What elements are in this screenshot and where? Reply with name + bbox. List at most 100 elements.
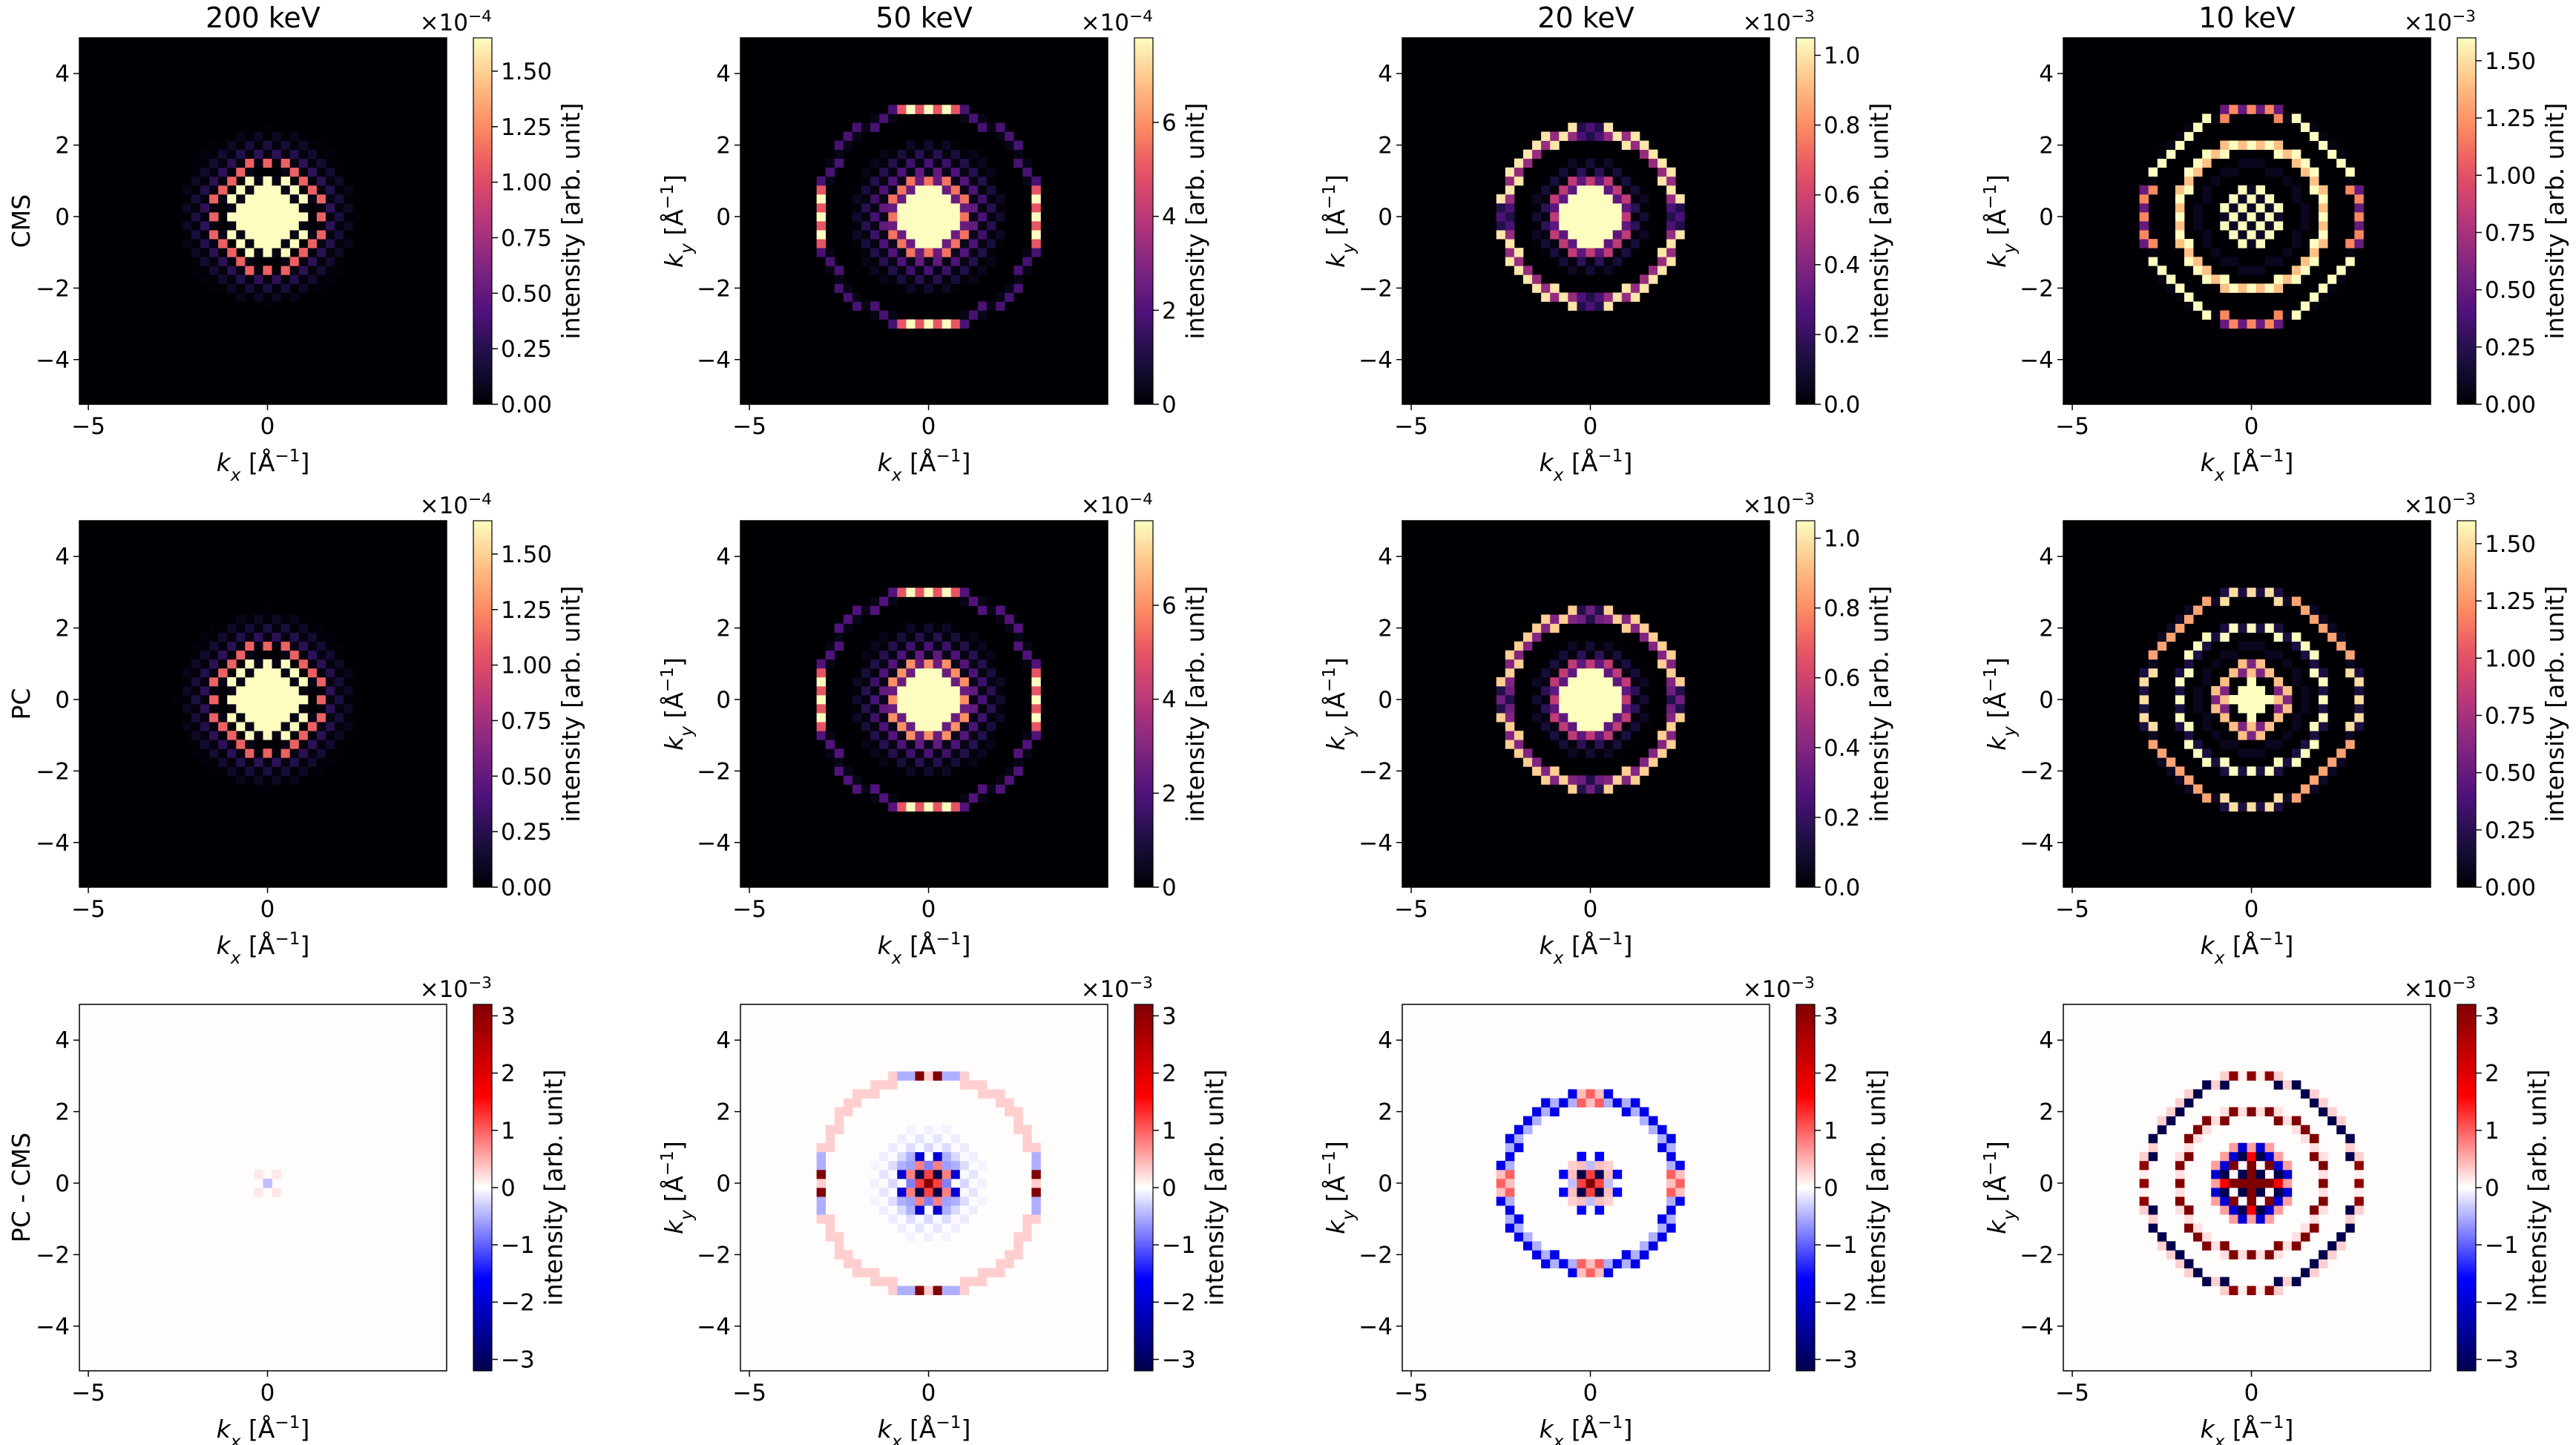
colorbar-tick-label: −1: [2485, 1232, 2519, 1259]
heatmap-cell: [227, 677, 237, 687]
heatmap-cell: [1621, 766, 1632, 776]
heatmap-cell: [2291, 722, 2301, 731]
axis-label-symbol: k: [217, 931, 232, 960]
heatmap-cell: [2255, 731, 2266, 740]
heatmap-cell: [2229, 623, 2238, 633]
y-tick-label: −2: [36, 275, 70, 302]
colorbar: 0.000.250.500.751.001.251.50×10−4intensi…: [420, 490, 585, 902]
heatmap-cell: [1603, 185, 1614, 195]
heatmap-cell: [834, 283, 844, 293]
heatmap-cell: [2264, 722, 2275, 731]
heatmap-cell: [1603, 203, 1614, 213]
heatmap-cell: [289, 211, 300, 222]
heatmap-cell: [2247, 766, 2256, 776]
heatmap-cell: [959, 149, 970, 159]
colorbar-gradient: [1134, 520, 1154, 888]
heatmap-cell: [2345, 659, 2355, 669]
heatmap-cell: [245, 704, 254, 714]
heatmap-cell: [933, 650, 943, 660]
heatmap-cell: [316, 766, 326, 776]
heatmap-cell: [879, 239, 889, 248]
heatmap-cell: [1630, 677, 1640, 687]
heatmap-cell: [1031, 1197, 1041, 1206]
heatmap-cell: [1586, 677, 1595, 687]
heatmap-cell: [335, 176, 344, 186]
heatmap-cell: [1603, 158, 1614, 168]
heatmap-cell: [2310, 1142, 2319, 1153]
heatmap-cell: [2202, 793, 2212, 803]
heatmap-cell: [987, 1268, 996, 1277]
heatmap-cell: [200, 230, 210, 240]
heatmap-cell: [825, 1125, 835, 1135]
heatmap-cell: [316, 694, 326, 705]
heatmap-cell: [861, 722, 871, 731]
heatmap-cell: [2220, 704, 2230, 714]
heatmap-cell: [1505, 221, 1515, 231]
heatmap-cell: [879, 632, 889, 642]
heatmap-cell: [861, 713, 871, 722]
heatmap-cell: [191, 748, 201, 758]
heatmap-cell: [1496, 677, 1506, 687]
heatmap-cell: [2327, 1116, 2337, 1126]
x-axis-label: kx [Å−1]: [2201, 929, 2294, 968]
heatmap-cell: [2310, 605, 2319, 615]
heatmap-cell: [906, 1188, 916, 1197]
heatmap-cell: [906, 659, 916, 669]
heatmap-cell: [870, 301, 880, 311]
heatmap-cell: [977, 668, 988, 678]
heatmap-cell: [2319, 1188, 2328, 1197]
heatmap-cell: [834, 748, 844, 758]
y-tick-label: −2: [1358, 1242, 1393, 1268]
heatmap-cell: [200, 748, 210, 758]
heatmap-cell: [191, 221, 201, 231]
heatmap-cell: [1675, 1169, 1685, 1179]
heatmap-cell: [227, 614, 237, 624]
heatmap-cell: [1594, 1188, 1605, 1197]
heatmap-cell: [227, 131, 237, 141]
heatmap-cell: [959, 1169, 970, 1179]
heatmap-cell: [289, 167, 300, 177]
y-tick-label: 0: [2039, 1171, 2054, 1197]
heatmap-cell: [2273, 149, 2284, 159]
heatmap-cell: [1603, 122, 1614, 132]
axis-label-unit-close: ]: [1321, 657, 1350, 667]
heatmap-cell: [987, 1188, 996, 1197]
heatmap-cell: [1541, 623, 1551, 633]
heatmap-cell: [236, 650, 246, 660]
heatmap-cell: [272, 230, 282, 240]
heatmap-cell: [272, 221, 282, 231]
colorbar-tick-label: 1: [1824, 1118, 1839, 1145]
heatmap-cell: [280, 659, 291, 669]
heatmap-cell: [218, 757, 228, 767]
heatmap-cell: [2300, 740, 2310, 749]
heatmap-cell: [933, 1133, 943, 1144]
heatmap-cell: [1649, 274, 1658, 284]
heatmap-cell: [861, 221, 871, 231]
heatmap-cell: [879, 211, 889, 222]
heatmap-cell: [1505, 685, 1515, 696]
colorbar-scale-label: ×10−4: [420, 7, 492, 37]
heatmap-cell: [1603, 266, 1614, 275]
heatmap-cell: [906, 248, 916, 257]
heatmap-cell: [933, 1205, 943, 1215]
heatmap-cell: [1013, 266, 1023, 275]
heatmap-cell: [2264, 1250, 2275, 1260]
heatmap-cell: [2238, 140, 2247, 151]
heatmap-cell: [968, 1160, 979, 1171]
heatmap-cell: [834, 140, 844, 151]
heatmap-cell: [2229, 650, 2238, 660]
heatmap-cell: [861, 211, 871, 222]
heatmap-cell: [942, 319, 952, 329]
heatmap-cell: [906, 685, 916, 696]
heatmap-cell: [816, 1142, 827, 1153]
heatmap-cell: [307, 239, 318, 248]
heatmap-cell: [1013, 632, 1023, 642]
heatmap-cell: [1559, 221, 1568, 231]
heatmap-cell: [245, 274, 254, 284]
axis-label-subscript: y: [677, 1210, 697, 1221]
heatmap-cell: [272, 641, 282, 651]
heatmap-cell: [254, 158, 263, 168]
heatmap-cell: [2310, 1098, 2319, 1107]
heatmap-cell: [1630, 668, 1640, 678]
axis-label-symbol: k: [1982, 252, 2011, 268]
